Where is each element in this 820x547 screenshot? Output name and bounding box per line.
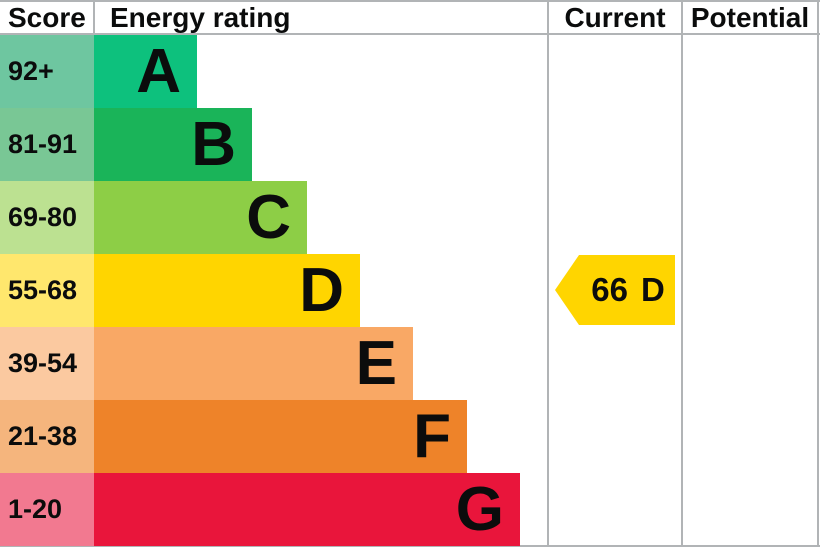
- band-bar-a: A: [94, 35, 197, 108]
- score-range-g: 1-20: [0, 473, 94, 546]
- potential-column: [683, 35, 817, 545]
- score-range-f: 21-38: [0, 400, 94, 473]
- epc-band-row-d: 55-68 D: [0, 254, 820, 327]
- header-score: Score: [8, 1, 86, 33]
- score-range-d: 55-68: [0, 254, 94, 327]
- band-letter-g: G: [455, 474, 504, 544]
- score-range-b: 81-91: [0, 108, 94, 181]
- epc-band-row-f: 21-38 F: [0, 400, 820, 473]
- header-energy-rating: Energy rating: [110, 1, 291, 33]
- band-bar-e: E: [94, 327, 413, 400]
- epc-band-row-c: 69-80 C: [0, 181, 820, 254]
- epc-band-row-g: 1-20 G: [0, 473, 820, 546]
- band-bar-d: D: [94, 254, 360, 327]
- epc-band-row-b: 81-91 B: [0, 108, 820, 181]
- epc-band-row-e: 39-54 E: [0, 327, 820, 400]
- epc-band-row-a: 92+ A: [0, 35, 820, 108]
- current-column: 66 D: [549, 35, 681, 545]
- current-rating-arrow: 66 D: [555, 255, 675, 325]
- band-letter-a: A: [136, 36, 181, 106]
- band-letter-c: C: [246, 182, 291, 252]
- bottom-border: [0, 545, 820, 547]
- potential-column-divider: [681, 0, 683, 547]
- score-range-a: 92+: [0, 35, 94, 108]
- band-bar-c: C: [94, 181, 307, 254]
- header-separator: [0, 33, 820, 35]
- header-current: Current: [564, 1, 666, 33]
- right-border: [817, 0, 819, 547]
- header-potential: Potential: [690, 1, 810, 33]
- current-column-divider: [547, 0, 549, 547]
- current-rating-letter: D: [640, 271, 665, 308]
- current-rating-value: 66: [591, 271, 628, 308]
- score-header-divider: [93, 0, 95, 35]
- band-bar-b: B: [94, 108, 252, 181]
- band-letter-b: B: [191, 109, 236, 179]
- top-border: [0, 0, 820, 2]
- score-range-e: 39-54: [0, 327, 94, 400]
- band-letter-f: F: [413, 401, 451, 471]
- band-bar-g: G: [94, 473, 520, 546]
- band-bar-f: F: [94, 400, 467, 473]
- band-letter-e: E: [355, 328, 397, 398]
- band-letter-d: D: [299, 255, 344, 325]
- score-range-c: 69-80: [0, 181, 94, 254]
